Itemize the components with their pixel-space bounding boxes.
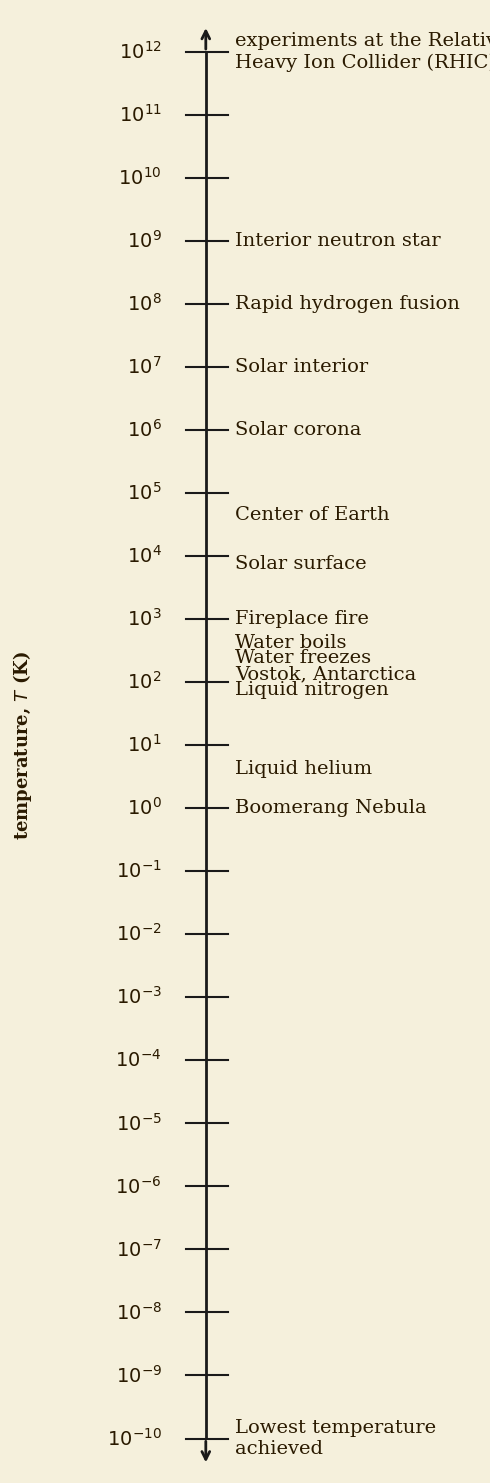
Text: Liquid helium: Liquid helium [235,761,372,779]
Text: experiments at the Relativistic
Heavy Ion Collider (RHIC): experiments at the Relativistic Heavy Io… [235,33,490,71]
Text: Water boils: Water boils [235,635,347,653]
Text: $10^{10}$: $10^{10}$ [118,168,162,188]
Text: $10^{2}$: $10^{2}$ [127,672,162,693]
Text: $10^{11}$: $10^{11}$ [119,104,162,126]
Text: Water freezes: Water freezes [235,650,371,667]
Text: Rapid hydrogen fusion: Rapid hydrogen fusion [235,295,460,313]
Text: temperature, $T$ (K): temperature, $T$ (K) [11,651,33,839]
Text: Boomerang Nebula: Boomerang Nebula [235,799,427,817]
Text: Center of Earth: Center of Earth [235,506,390,523]
Text: $10^{-1}$: $10^{-1}$ [116,860,162,882]
Text: Vostok, Antarctica: Vostok, Antarctica [235,664,416,684]
Text: $10^{1}$: $10^{1}$ [127,734,162,756]
Text: $10^{3}$: $10^{3}$ [127,608,162,630]
Text: $10^{9}$: $10^{9}$ [127,230,162,252]
Text: $10^{-3}$: $10^{-3}$ [116,986,162,1008]
Text: $10^{8}$: $10^{8}$ [127,294,162,314]
Text: $10^{0}$: $10^{0}$ [127,798,162,819]
Text: Solar interior: Solar interior [235,357,368,377]
Text: $10^{7}$: $10^{7}$ [127,356,162,378]
Text: Solar surface: Solar surface [235,555,367,572]
Text: $10^{-5}$: $10^{-5}$ [116,1112,162,1134]
Text: $10^{-10}$: $10^{-10}$ [107,1428,162,1449]
Text: $10^{-6}$: $10^{-6}$ [116,1176,162,1197]
Text: Solar corona: Solar corona [235,421,362,439]
Text: $10^{-9}$: $10^{-9}$ [116,1364,162,1387]
Text: $10^{-4}$: $10^{-4}$ [116,1050,162,1071]
Text: Liquid nitrogen: Liquid nitrogen [235,681,389,698]
Text: $10^{-2}$: $10^{-2}$ [116,924,162,945]
Text: Fireplace fire: Fireplace fire [235,610,369,629]
Text: $10^{6}$: $10^{6}$ [127,420,162,440]
Text: $10^{-8}$: $10^{-8}$ [116,1302,162,1323]
Text: $10^{4}$: $10^{4}$ [127,546,162,567]
Text: Interior neutron star: Interior neutron star [235,231,441,251]
Text: $10^{12}$: $10^{12}$ [119,42,162,62]
Text: Lowest temperature
achieved: Lowest temperature achieved [235,1419,436,1458]
Text: $10^{5}$: $10^{5}$ [127,482,162,504]
Text: $10^{-7}$: $10^{-7}$ [116,1238,162,1261]
